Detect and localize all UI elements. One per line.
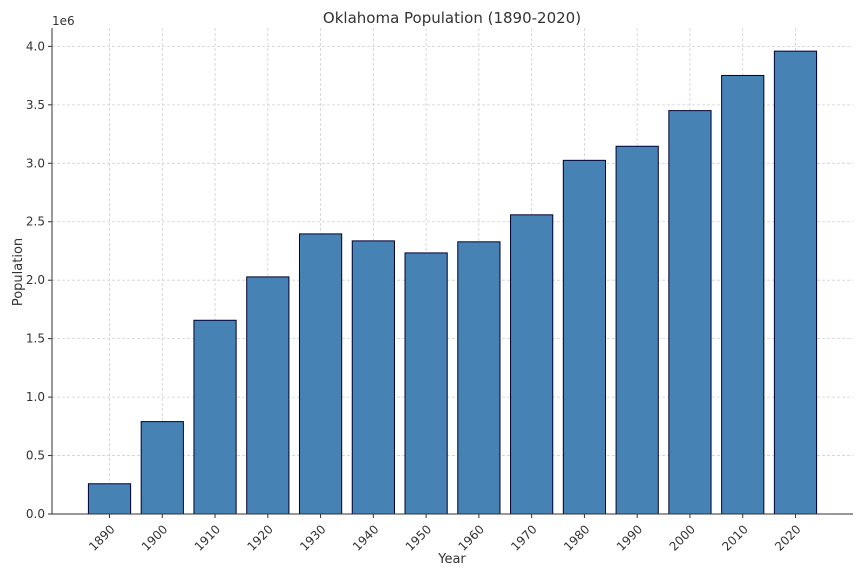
x-tick-label: 1910: [192, 522, 223, 553]
y-tick-label: 3.0: [26, 156, 45, 170]
x-tick-label: 1920: [244, 522, 275, 553]
y-tick-label: 0.0: [26, 507, 45, 521]
y-tick-label: 2.5: [26, 215, 45, 229]
bar-1990: [615, 145, 659, 515]
x-tick-label: 1960: [456, 522, 487, 553]
y-offset-label: 1e6: [52, 14, 75, 28]
x-tick-label: 1990: [614, 522, 645, 553]
y-axis-label: Population: [11, 238, 26, 306]
x-tick-label: 1970: [508, 522, 539, 553]
bar-1970: [510, 214, 554, 515]
x-tick-label: 1940: [350, 522, 381, 553]
x-tick-label: 2010: [719, 522, 750, 553]
y-tick-label: 3.5: [26, 98, 45, 112]
bar-1890: [87, 483, 132, 515]
x-tick-label: 2020: [772, 522, 803, 553]
bar-2010: [721, 74, 765, 515]
bar-1900: [140, 421, 184, 515]
bar-2020: [773, 50, 818, 515]
x-axis-label: Year: [437, 552, 466, 567]
chart-title: Oklahoma Population (1890-2020): [323, 9, 581, 27]
bar-2000: [668, 110, 712, 515]
y-tick-label: 2.0: [26, 273, 45, 287]
bar-1930: [298, 233, 343, 515]
y-tick-label: 0.5: [26, 449, 45, 463]
y-tick-label: 1.0: [26, 390, 45, 404]
x-tick-label: 2000: [667, 522, 698, 553]
bar-1980: [562, 159, 607, 515]
bars: [87, 50, 818, 515]
x-tick-label: 1930: [297, 522, 328, 553]
x-tick-label: 1900: [139, 522, 170, 553]
y-tick-label: 4.0: [26, 39, 45, 53]
x-tick-label: 1950: [403, 522, 434, 553]
bar-1960: [457, 241, 501, 515]
y-tick-label: 1.5: [26, 332, 45, 346]
bar-1950: [404, 252, 448, 515]
x-tick-label: 1890: [86, 522, 117, 553]
x-tick-label: 1980: [561, 522, 592, 553]
bar-1920: [246, 276, 290, 515]
bar-1940: [351, 240, 395, 515]
bar-1910: [193, 319, 237, 515]
